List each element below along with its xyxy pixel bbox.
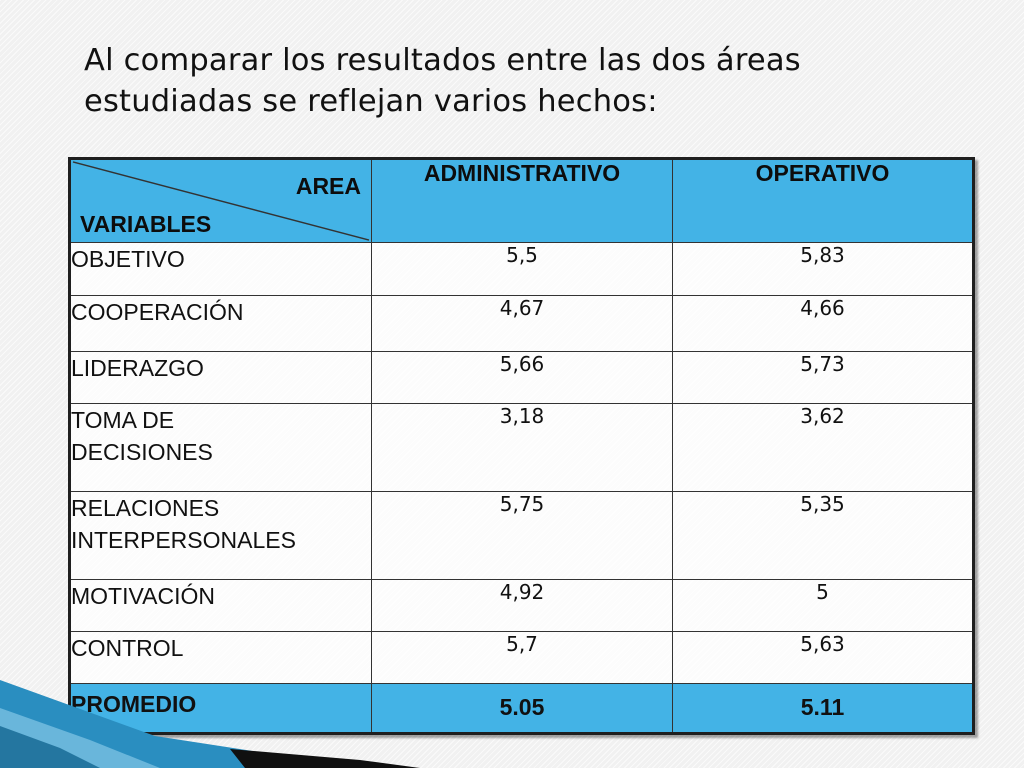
variable-label-line-2: DECISIONES xyxy=(71,439,213,465)
variable-label: RELACIONES INTERPERSONALES xyxy=(69,491,372,580)
table-row: LIDERAZGO 5,66 5,73 xyxy=(69,351,974,404)
admin-value: 3,18 xyxy=(371,403,673,492)
admin-average-value: 5.05 xyxy=(371,683,673,734)
table-footer-row: PROMEDIO 5.05 5.11 xyxy=(69,683,974,734)
oper-value: 5 xyxy=(672,579,974,632)
table-row: COOPERACIÓN 4,67 4,66 xyxy=(69,295,974,352)
variable-label-line-2: INTERPERSONALES xyxy=(71,527,296,553)
admin-value: 4,92 xyxy=(371,579,673,632)
oper-value: 5,83 xyxy=(672,242,974,296)
admin-value: 4,67 xyxy=(371,295,673,352)
table-row: CONTROL 5,7 5,63 xyxy=(69,631,974,684)
column-header-administrativo: ADMINISTRATIVO xyxy=(371,158,673,243)
diagonal-divider xyxy=(72,161,370,241)
admin-value: 5,5 xyxy=(371,242,673,296)
table-row: MOTIVACIÓN 4,92 5 xyxy=(69,579,974,632)
variable-label: COOPERACIÓN xyxy=(69,295,372,352)
admin-value: 5,7 xyxy=(371,631,673,684)
oper-value: 5,63 xyxy=(672,631,974,684)
table-header-row: AREA VARIABLES ADMINISTRATIVO OPERATIVO xyxy=(69,158,974,243)
variable-label: LIDERAZGO xyxy=(69,351,372,404)
oper-value: 4,66 xyxy=(672,295,974,352)
corner-header-cell: AREA VARIABLES xyxy=(69,158,372,243)
variable-label: TOMA DE DECISIONES xyxy=(69,403,372,492)
table-row: RELACIONES INTERPERSONALES 5,75 5,35 xyxy=(69,491,974,580)
admin-value: 5,75 xyxy=(371,491,673,580)
variable-label-line-1: TOMA DE xyxy=(71,407,175,433)
corner-area-label: AREA xyxy=(295,173,361,199)
decorative-corner-swoosh xyxy=(0,680,420,768)
table-row: OBJETIVO 5,5 5,83 xyxy=(69,242,974,296)
oper-average-value: 5.11 xyxy=(672,683,974,734)
column-header-operativo: OPERATIVO xyxy=(672,158,974,243)
slide-title: Al comparar los resultados entre las dos… xyxy=(84,40,964,122)
oper-value: 3,62 xyxy=(672,403,974,492)
oper-value: 5,35 xyxy=(672,491,974,580)
variable-label-line-1: RELACIONES xyxy=(71,495,220,521)
variable-label: CONTROL xyxy=(69,631,372,684)
title-line-2: estudiadas se reflejan varios hechos: xyxy=(84,84,658,119)
admin-value: 5,66 xyxy=(371,351,673,404)
variable-label: OBJETIVO xyxy=(69,242,372,296)
title-line-1: Al comparar los resultados entre las dos… xyxy=(84,43,801,78)
average-label: PROMEDIO xyxy=(69,683,372,734)
comparison-table: AREA VARIABLES ADMINISTRATIVO OPERATIVO … xyxy=(68,157,975,735)
variable-label: MOTIVACIÓN xyxy=(69,579,372,632)
oper-value: 5,73 xyxy=(672,351,974,404)
table-row: TOMA DE DECISIONES 3,18 3,62 xyxy=(69,403,974,492)
corner-variables-label: VARIABLES xyxy=(80,211,212,237)
